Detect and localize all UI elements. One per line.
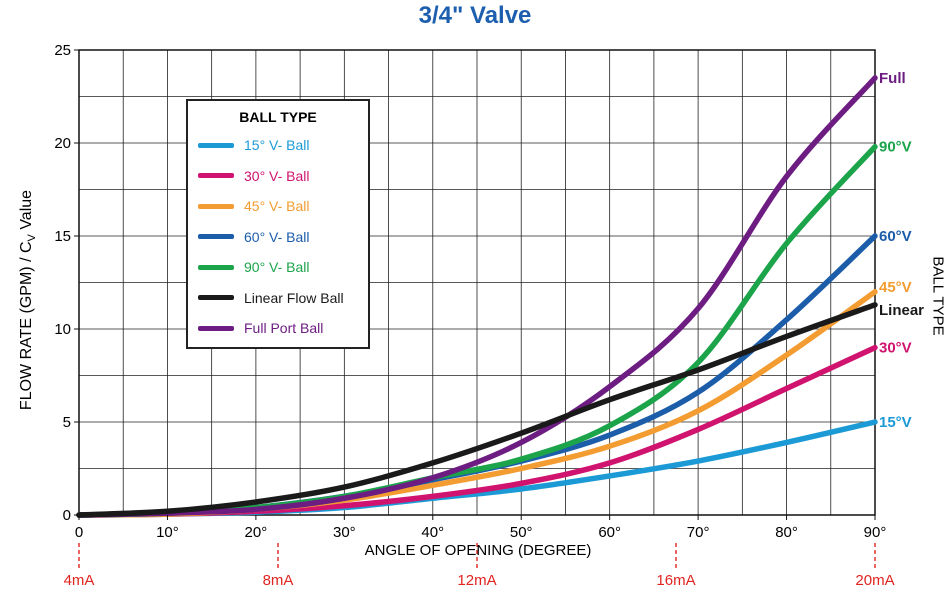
- legend-label: 60° V- Ball: [244, 228, 310, 245]
- y-tick-label: 5: [63, 414, 71, 431]
- legend-item: Linear Flow Ball: [198, 288, 344, 308]
- series-line-6: [76, 75, 878, 518]
- legend-label: Full Port Ball: [244, 320, 324, 336]
- x-tick-label: 60°: [598, 524, 621, 541]
- x-tick-label: 20°: [245, 524, 268, 541]
- x-axis-label: ANGLE OF OPENING (DEGREE): [364, 542, 592, 559]
- axes: 0 10° 20° 30° 40° 50° 60° 70° 80° 90° 0 5 10 15 20 25: [54, 42, 886, 541]
- plot-frame: [78, 49, 876, 516]
- x-tick-label: 40°: [421, 524, 444, 541]
- legend-item: 90° V- Ball: [198, 257, 310, 277]
- series-end-label: 30°V: [879, 340, 912, 357]
- legend-item: 15° V- Ball: [198, 135, 310, 155]
- x-tick-label: 30°: [333, 524, 356, 541]
- legend-item: 45° V- Ball: [198, 196, 310, 216]
- series-end-label: 60°V: [879, 228, 912, 245]
- legend-swatch: [198, 203, 234, 209]
- legend-label: 90° V- Ball: [244, 259, 310, 275]
- legend: BALL TYPE 15° V- Ball 30° V- Ball 45° V- B…: [186, 99, 370, 349]
- series-end-label: 90°V: [879, 139, 912, 156]
- x-tick-label: 50°: [510, 524, 533, 541]
- x-tick-label: 80°: [775, 524, 798, 541]
- legend-swatch: [198, 142, 234, 148]
- signal-marker-label: 12mA: [457, 572, 496, 589]
- x-tick-label: 90°: [864, 524, 887, 541]
- y-axis-label: FLOW RATE (GPM) / CV Value: [18, 190, 38, 410]
- legend-item: Full Port Ball: [198, 318, 323, 338]
- legend-swatch: [198, 295, 234, 300]
- y-axis-label-main: FLOW RATE (GPM) / C: [17, 241, 35, 411]
- x-tick-label: 10°: [156, 524, 179, 541]
- legend-label: 15° V- Ball: [244, 137, 310, 153]
- y-tick-label: 20: [54, 135, 71, 152]
- series-lines: [76, 75, 878, 518]
- legend-item: 60° V- Ball: [198, 227, 310, 247]
- legend-label: 45° V- Ball: [244, 198, 310, 214]
- legend-swatch: [198, 325, 234, 331]
- legend-swatch: [198, 173, 234, 178]
- y-axis-label-suffix: Value: [17, 189, 35, 235]
- y-tick-label: 25: [54, 42, 71, 59]
- signal-marker-label: 8mA: [263, 572, 294, 589]
- legend-swatch: [198, 264, 234, 270]
- y-tick-label: 0: [63, 507, 71, 524]
- signal-markers: 4mA 8mA 12mA 16mA 20mA: [64, 543, 895, 589]
- chart-title: 3/4" Valve: [418, 2, 532, 29]
- y-tick-label: 15: [54, 228, 71, 245]
- signal-marker-label: 20mA: [855, 572, 894, 589]
- legend-title: BALL TYPE: [239, 109, 317, 125]
- legend-item: 30° V- Ball: [198, 166, 310, 186]
- series-end-labels: 15°V 30°V 45°V 60°V 90°V Linear Full: [879, 70, 924, 431]
- signal-marker-label: 4mA: [64, 572, 95, 589]
- signal-marker-label: 16mA: [656, 572, 695, 589]
- right-axis-label: BALL TYPE: [929, 256, 947, 336]
- series-end-label: Linear: [879, 302, 924, 319]
- series-line-5: [76, 302, 878, 518]
- x-tick-label: 0: [75, 524, 83, 541]
- x-tick-label: 70°: [687, 524, 710, 541]
- legend-swatch: [198, 234, 234, 239]
- legend-label: 30° V- Ball: [244, 167, 310, 184]
- y-tick-label: 10: [54, 321, 71, 338]
- series-end-label: 45°V: [879, 279, 912, 296]
- series-end-label: Full: [879, 70, 906, 87]
- series-end-label: 15°V: [879, 414, 912, 431]
- y-axis-label-subscript: V: [26, 234, 39, 242]
- legend-label: Linear Flow Ball: [244, 289, 344, 306]
